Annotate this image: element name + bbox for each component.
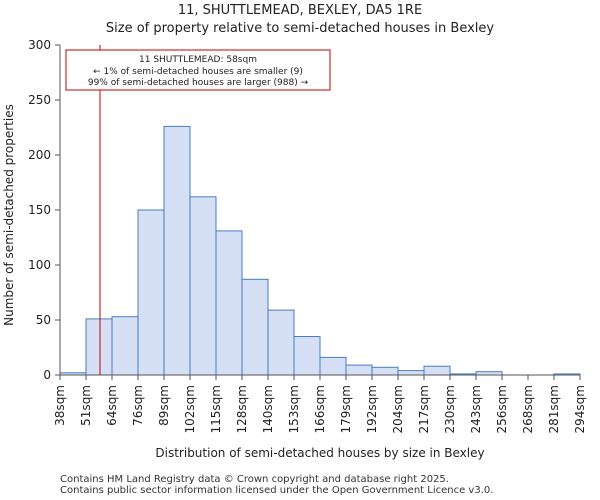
bar-115sqm [215, 230, 243, 376]
bar-179sqm [345, 364, 373, 376]
bar-192sqm [371, 366, 399, 376]
bar-51sqm [85, 318, 113, 376]
x-tick-label-128sqm: 128sqm [235, 385, 249, 433]
y-tick-label-300: 300 [28, 38, 51, 52]
y-tick-label-200: 200 [28, 148, 51, 162]
bar-64sqm [111, 316, 139, 376]
bar-217sqm [423, 365, 451, 376]
x-tick-label-256sqm: 256sqm [495, 385, 509, 433]
x-tick-label-76sqm: 76sqm [131, 385, 145, 426]
bar-89sqm [163, 125, 191, 376]
x-tick-label-179sqm: 179sqm [339, 385, 353, 433]
annotation-line-3: 99% of semi-detached houses are larger (… [88, 78, 309, 88]
x-tick-label-64sqm: 64sqm [105, 385, 119, 426]
bar-166sqm [319, 356, 347, 376]
y-tick-label-150: 150 [28, 203, 51, 217]
x-tick-label-243sqm: 243sqm [469, 385, 483, 433]
y-axis: 0 50 100 150 200 250 300 [28, 38, 61, 382]
x-tick-label-115sqm: 115sqm [209, 385, 223, 433]
annotation-line-2: ← 1% of semi-detached houses are smaller… [93, 67, 303, 77]
x-tick-label-89sqm: 89sqm [157, 385, 171, 426]
x-tick-label-294sqm: 294sqm [573, 385, 587, 433]
footer-line-1: Contains HM Land Registry data © Crown c… [60, 474, 449, 485]
chart-title: 11, SHUTTLEMEAD, BEXLEY, DA5 1RE [177, 3, 423, 18]
y-tick-label-250: 250 [28, 93, 51, 107]
footer-line-2: Contains public sector information licen… [60, 485, 494, 496]
bar-140sqm [267, 309, 295, 376]
annotation-frame [65, 49, 331, 91]
x-tick-label-102sqm: 102sqm [183, 385, 197, 433]
x-axis: 38sqm 51sqm 64sqm 76sqm 89sqm 102sqm 115sqm 128… [53, 374, 587, 433]
x-tick-label-268sqm: 268sqm [521, 385, 535, 433]
x-tick-label-230sqm: 230sqm [443, 385, 457, 433]
y-tick-label-0: 0 [43, 368, 51, 382]
x-tick-label-192sqm: 192sqm [365, 385, 379, 433]
x-tick-label-153sqm: 153sqm [287, 385, 301, 433]
x-tick-label-166sqm: 166sqm [313, 385, 327, 433]
x-tick-label-51sqm: 51sqm [79, 385, 93, 426]
bar-102sqm [189, 196, 217, 376]
chart-subtitle: Size of property relative to semi-detach… [105, 21, 495, 36]
x-tick-label-38sqm: 38sqm [53, 385, 67, 426]
x-axis-label: Distribution of semi-detached houses by … [155, 446, 484, 460]
bar-204sqm [397, 370, 425, 376]
bar-153sqm [293, 336, 321, 376]
x-tick-label-281sqm: 281sqm [547, 385, 561, 433]
y-axis-label: Number of semi-detached properties [2, 104, 16, 326]
bar-76sqm [137, 209, 165, 376]
x-tick-label-217sqm: 217sqm [417, 385, 431, 433]
x-tick-label-204sqm: 204sqm [391, 385, 405, 433]
annotation-box: 11 SHUTTLEMEAD: 58sqm ← 1% of semi-detac… [65, 49, 331, 91]
annotation-line-1: 11 SHUTTLEMEAD: 58sqm [139, 55, 257, 65]
bars-group [59, 125, 581, 376]
y-tick-label-50: 50 [36, 313, 51, 327]
bar-128sqm [241, 278, 269, 376]
y-tick-label-100: 100 [28, 258, 51, 272]
x-tick-label-140sqm: 140sqm [261, 385, 275, 433]
